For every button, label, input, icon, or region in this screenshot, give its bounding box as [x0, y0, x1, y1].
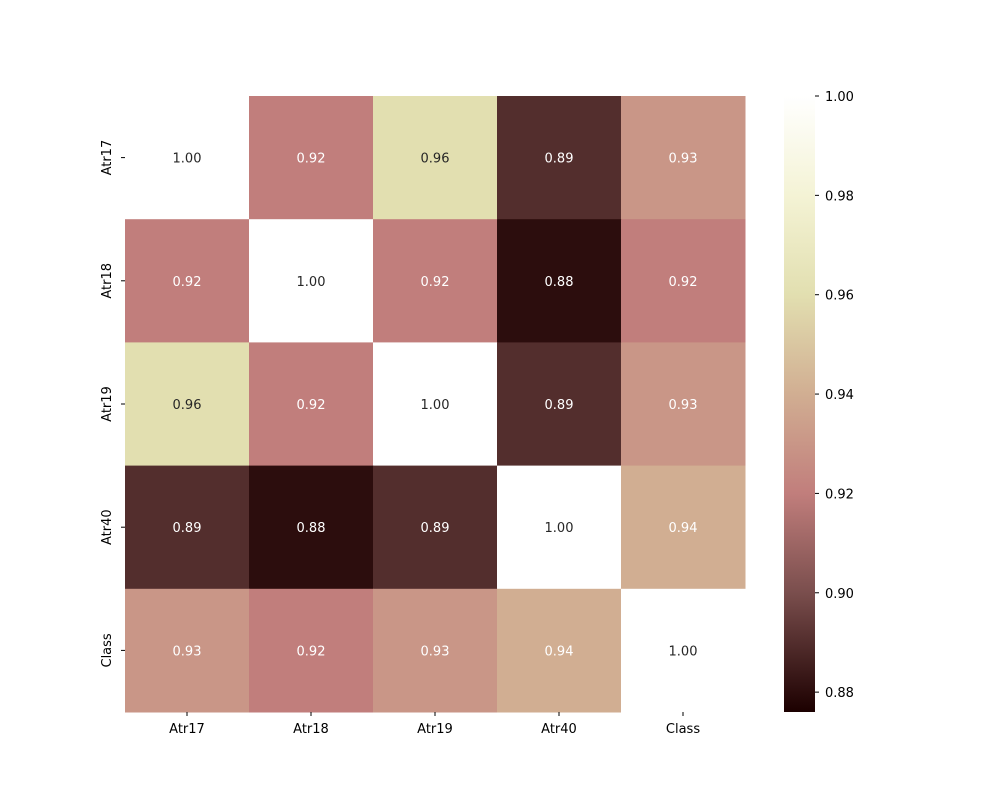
colorbar-tick-label: 0.94	[825, 388, 854, 403]
cell-value-label: 0.89	[545, 398, 574, 413]
heatmap-cell-atr40-atr18	[249, 465, 374, 590]
cell-value-label: 0.96	[421, 152, 450, 167]
colorbar-tick-label: 0.96	[825, 289, 854, 304]
y-tick-label-atr17: Atr17	[100, 140, 115, 176]
heatmap-cell-class-atr18	[249, 588, 374, 713]
cell-value-label: 0.93	[669, 152, 698, 167]
heatmap-cell-atr18-atr17	[125, 219, 250, 343]
cell-value-label: 0.94	[545, 644, 574, 659]
colorbar-tick-label: 0.92	[825, 487, 854, 502]
x-axis: Atr17 Atr18 Atr19 Atr40 Class	[169, 712, 700, 737]
cell-value-label: 1.00	[421, 398, 450, 413]
cell-value-label: 0.92	[421, 275, 450, 290]
colorbar-tick-label: 0.90	[825, 587, 854, 602]
heatmap-cell-atr19-atr18	[249, 342, 374, 467]
heatmap-cell-class-atr40	[497, 588, 622, 713]
cell-value-label: 0.92	[297, 644, 326, 659]
cell-value-label: 1.00	[297, 275, 326, 290]
heatmap-cell-class-class	[621, 588, 746, 713]
x-tick-label-atr17: Atr17	[169, 722, 205, 737]
heatmap-cell-atr17-atr40	[497, 96, 622, 220]
x-tick-label-class: Class	[666, 722, 700, 737]
heatmap-cell-atr17-atr18	[249, 96, 374, 220]
heatmap-cell-atr40-atr17	[125, 465, 250, 590]
cell-value-label: 0.92	[173, 275, 202, 290]
colorbar-tick-label: 1.00	[825, 90, 854, 105]
heatmap-cell-atr18-atr19	[373, 219, 498, 343]
cell-value-label: 0.93	[173, 644, 202, 659]
x-tick-label-atr18: Atr18	[293, 722, 329, 737]
heatmap-cell-atr18-class	[621, 219, 746, 343]
cell-value-label: 1.00	[173, 152, 202, 167]
heatmap-cell-atr17-class	[621, 96, 746, 220]
cell-value-label: 0.94	[669, 521, 698, 536]
heatmap-cells	[125, 96, 746, 713]
heatmap-cell-atr17-atr19	[373, 96, 498, 220]
cell-value-label: 0.93	[421, 644, 450, 659]
cell-value-label: 0.92	[297, 152, 326, 167]
heatmap-cell-atr19-atr19	[373, 342, 498, 467]
cell-value-label: 0.89	[545, 152, 574, 167]
cell-value-label: 0.89	[421, 521, 450, 536]
heatmap-cell-atr18-atr40	[497, 219, 622, 343]
y-tick-label-atr18: Atr18	[100, 263, 115, 299]
y-tick-label-atr40: Atr40	[100, 509, 115, 545]
heatmap-cell-class-atr17	[125, 588, 250, 713]
y-tick-label-class: Class	[100, 633, 115, 667]
y-tick-label-atr19: Atr19	[100, 386, 115, 422]
heatmap-cell-atr18-atr18	[249, 219, 374, 343]
heatmap-cell-labels: 1.00 0.92 0.96 0.89 0.93 0.92 1.00 0.92 0.88 0.92…	[173, 152, 698, 660]
heatmap-cell-atr19-atr17	[125, 342, 250, 467]
cell-value-label: 0.96	[173, 398, 202, 413]
heatmap-cell-atr17-atr17	[125, 96, 250, 220]
cell-value-label: 0.88	[545, 275, 574, 290]
cell-value-label: 0.88	[297, 521, 326, 536]
cell-value-label: 1.00	[545, 521, 574, 536]
heatmap-cell-atr19-class	[621, 342, 746, 467]
heatmap-cell-atr40-atr40	[497, 465, 622, 590]
cell-value-label: 0.89	[173, 521, 202, 536]
cell-value-label: 1.00	[669, 644, 698, 659]
heatmap-cell-atr40-class	[621, 465, 746, 590]
x-tick-label-atr40: Atr40	[541, 722, 577, 737]
colorbar-tick-label: 0.88	[825, 686, 854, 701]
colorbar-gradient	[784, 96, 815, 712]
cell-value-label: 0.92	[297, 398, 326, 413]
cell-value-label: 0.93	[669, 398, 698, 413]
colorbar-tick-label: 0.98	[825, 189, 854, 204]
heatmap-cell-class-atr19	[373, 588, 498, 713]
cell-value-label: 0.92	[669, 275, 698, 290]
y-axis: Atr17 Atr18 Atr19 Atr40 Class	[100, 140, 125, 668]
heatmap-cell-atr40-atr19	[373, 465, 498, 590]
colorbar: 0.88 0.90 0.92 0.94 0.96 0.98 1.00	[784, 90, 854, 712]
x-tick-label-atr19: Atr19	[417, 722, 453, 737]
heatmap-cell-atr19-atr40	[497, 342, 622, 467]
